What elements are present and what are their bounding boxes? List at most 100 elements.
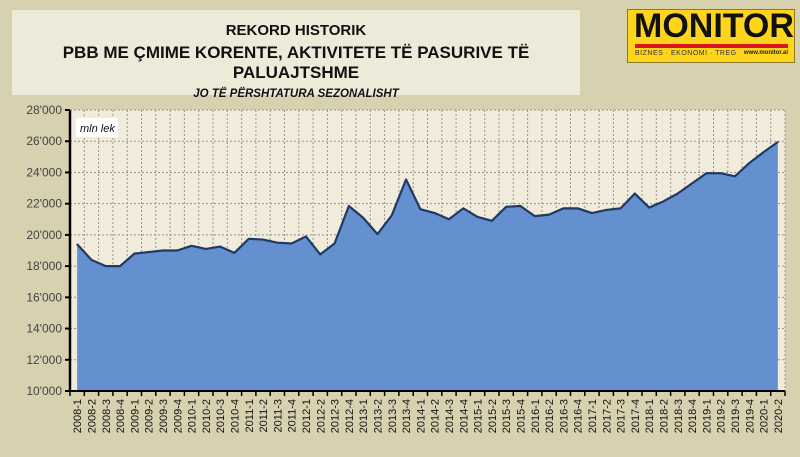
x-tick-label: 2019-1: [701, 399, 713, 433]
x-tick-label: 2018-1: [644, 399, 656, 433]
data-point: [305, 235, 307, 238]
x-tick-label: 2015-1: [473, 399, 485, 433]
x-tick-label: 2008-3: [101, 399, 113, 433]
x-tick-label: 2014-2: [430, 399, 442, 433]
data-point: [90, 259, 93, 261]
data-point: [104, 265, 107, 267]
data-point: [533, 215, 536, 217]
data-point: [634, 192, 636, 195]
data-point: [162, 249, 164, 252]
x-tick-label: 2014-3: [444, 399, 456, 433]
data-point: [448, 218, 450, 221]
x-tick-label: 2019-3: [730, 399, 742, 433]
x-tick-label: 2010-1: [187, 399, 199, 433]
x-tick-label: 2011-2: [258, 399, 270, 432]
data-point: [548, 213, 550, 216]
logo-red-bar: [635, 44, 788, 48]
x-tick-label: 2009-3: [158, 399, 170, 433]
monitor-logo: MONITOR BIZNES · EKONOMI · TREG www.moni…: [627, 7, 795, 63]
data-point: [390, 214, 393, 217]
data-point: [319, 253, 322, 256]
data-point: [562, 207, 565, 210]
x-tick-label: 2011-1: [244, 399, 256, 432]
x-tick-label: 2013-4: [401, 399, 413, 433]
data-point: [605, 209, 608, 211]
y-tick-label: 20'000: [26, 228, 62, 242]
x-tick-label: 2016-1: [530, 399, 542, 433]
logo-tagline: BIZNES · EKONOMI · TREG: [635, 50, 737, 57]
x-tick-label: 2017-4: [630, 399, 642, 433]
x-tick-label: 2017-1: [587, 399, 599, 433]
y-tick-label: 26'000: [26, 134, 62, 148]
data-point: [133, 252, 136, 255]
x-tick-label: 2020-2: [773, 399, 785, 433]
data-point: [591, 212, 593, 214]
unit-label: mln lek: [80, 123, 115, 135]
x-tick-label: 2010-4: [229, 399, 241, 433]
data-point: [276, 241, 279, 244]
x-tick-label: 2017-2: [601, 399, 613, 433]
logo-website: www.monitor.al: [743, 50, 788, 56]
x-tick-label: 2013-3: [387, 399, 399, 433]
data-point: [748, 162, 751, 164]
x-tick-label: 2008-1: [72, 399, 84, 433]
data-point: [348, 205, 350, 207]
x-tick-label: 2019-2: [716, 399, 728, 433]
x-tick-label: 2016-3: [558, 399, 570, 433]
x-tick-label: 2016-4: [573, 399, 585, 433]
x-tick-label: 2015-2: [487, 399, 499, 433]
data-point: [705, 172, 708, 175]
data-point: [233, 252, 236, 254]
data-point: [419, 208, 422, 210]
data-point: [619, 207, 622, 210]
data-point: [691, 182, 693, 185]
x-tick-label: 2014-1: [415, 399, 427, 433]
x-tick-label: 2012-1: [301, 399, 313, 433]
data-point: [205, 248, 207, 250]
x-tick-label: 2018-3: [673, 399, 685, 433]
data-point: [491, 220, 493, 222]
chart-note: JO TË PËRSHTATURA SEZONALISHT: [193, 88, 399, 100]
data-point: [262, 238, 264, 241]
x-tick-label: 2012-3: [330, 399, 342, 433]
data-point: [676, 192, 679, 195]
data-point: [576, 207, 579, 210]
x-tick-label: 2018-2: [658, 399, 670, 433]
x-tick-label: 2015-3: [501, 399, 513, 433]
data-point: [76, 243, 78, 246]
data-point: [519, 205, 522, 207]
x-tick-label: 2013-2: [372, 399, 384, 433]
x-tick-label: 2009-1: [129, 399, 141, 433]
chart-subtitle: PBB ME ÇMIME KORENTE, AKTIVITETE TË PASU…: [62, 43, 530, 82]
data-point: [648, 206, 650, 209]
data-point: [290, 242, 293, 245]
y-tick-label: 16'000: [26, 290, 62, 304]
data-point: [147, 251, 150, 253]
data-point: [433, 212, 436, 214]
y-tick-label: 10'000: [26, 384, 62, 398]
series-line: [76, 141, 779, 268]
x-tick-label: 2012-4: [344, 399, 356, 433]
x-tick-label: 2008-4: [115, 399, 127, 433]
y-tick-label: 18'000: [26, 259, 62, 273]
data-point: [247, 237, 250, 240]
data-point: [190, 245, 193, 247]
x-tick-label: 2009-2: [144, 399, 156, 433]
x-tick-label: 2016-2: [544, 399, 556, 433]
y-tick-label: 22'000: [26, 197, 62, 211]
y-tick-label: 28'000: [26, 103, 62, 117]
x-tick-label: 2008-2: [86, 399, 98, 433]
data-point: [505, 205, 507, 208]
data-point: [333, 242, 336, 245]
x-tick-label: 2015-4: [515, 399, 527, 433]
data-point: [476, 216, 479, 218]
data-point: [777, 141, 779, 143]
data-point: [405, 178, 407, 181]
data-point: [119, 265, 121, 267]
chart-title: REKORD HISTORIK: [225, 22, 367, 39]
logo-name: MONITOR: [634, 7, 794, 45]
data-point: [176, 249, 179, 252]
x-tick-label: 2014-4: [458, 399, 470, 433]
x-tick-label: 2013-1: [358, 399, 370, 433]
